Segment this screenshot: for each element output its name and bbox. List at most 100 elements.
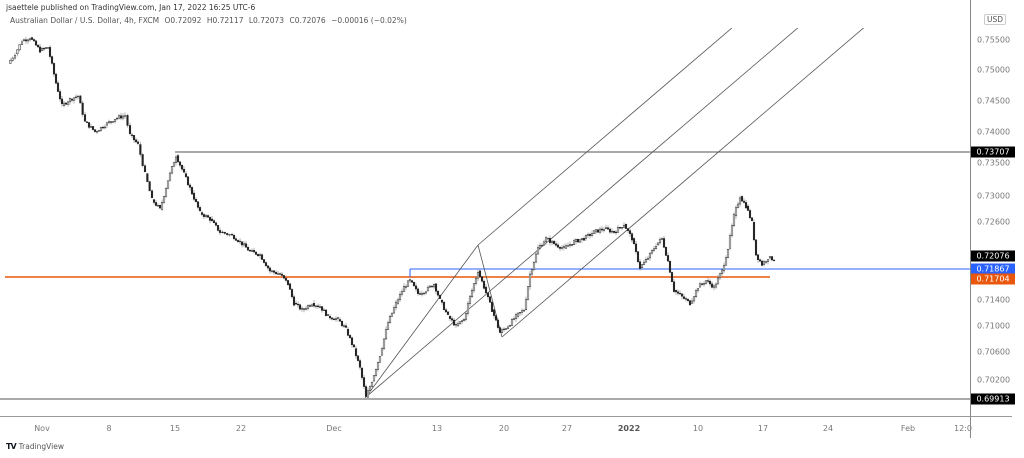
candle-body [700,283,704,285]
candle-body [242,243,246,246]
candle-body [136,141,140,144]
candle-body [620,227,624,229]
candle-body [50,56,54,64]
candle-body [202,214,206,217]
candle-body [660,237,664,240]
candle-body [346,328,350,336]
candle-body [724,257,728,266]
candle-body [536,247,540,255]
candle-body [502,328,506,331]
orange-level-label: 0.71704 [971,273,1015,285]
candle-body [115,117,119,120]
candle-body [364,386,368,397]
candle-body [278,273,282,275]
candle-body [304,308,308,310]
candle-body [83,114,87,122]
candle-body [143,165,147,173]
candle-body [552,240,556,245]
candle-body [276,273,280,275]
candle-body [754,239,758,256]
price-tick: 0.74000 [977,127,1011,137]
candle-body [740,196,744,202]
candle-body [526,286,530,300]
candle-body [478,270,482,277]
candle-body [66,101,70,105]
candle-body [764,261,768,263]
candle-body [692,296,696,302]
candle-body [28,38,32,41]
candle-body [20,41,24,45]
candle-body [76,95,80,98]
candle-body [532,261,536,270]
time-tick: Dec [326,424,342,433]
candle-body [614,231,618,234]
price-chart[interactable] [0,28,970,417]
candle-body [130,134,134,136]
candle-body [648,252,652,259]
candle-body [156,205,160,207]
candle-body [95,131,99,133]
candle-body [402,286,406,292]
candle-body [690,300,694,304]
candle-body [722,264,726,272]
time-tick: 12:0 [954,424,972,433]
candle-body [424,291,428,294]
ohlc-close: C0.72076 [289,16,326,25]
candle-body [334,318,338,321]
price-axis[interactable]: USD 0.75500 0.75000 0.74500 0.74000 0.73500 0… [970,0,1023,417]
candle-body [384,329,388,340]
time-tick: 27 [561,424,573,433]
candle-body [496,319,500,328]
candle-body [320,306,324,311]
candle-body [248,249,252,252]
candle-body [440,299,444,303]
candle-body [240,241,244,246]
candle-body [684,298,688,300]
candle-body [272,270,276,273]
candle-body [432,283,436,288]
candle-body [368,386,372,391]
candle-body [762,261,766,265]
currency-badge[interactable]: USD [984,14,1007,25]
candle-body [400,291,404,295]
last-price-label: 0.72076 [971,250,1015,262]
candle-body [412,281,416,287]
candle-body [448,315,452,319]
price-tick: 0.70600 [977,347,1011,357]
candle-body [726,249,730,258]
price-tick: 0.70200 [977,375,1011,385]
candle-body [460,320,464,322]
price-tick: 0.71400 [977,295,1011,305]
candle-body [606,227,610,230]
time-axis[interactable]: Nov 8 15 22 Dec 13 20 27 2022 10 17 24 Feb 12:0 [0,416,1012,439]
candle-body [712,285,716,288]
candle-body [190,187,194,195]
candle-body [676,291,680,294]
candle-body [462,318,466,322]
candle-body [160,202,164,210]
candle-body [38,46,42,53]
candle-body [32,39,36,42]
candle-body [228,234,231,236]
candle-body [596,229,600,233]
candle-body [612,230,616,233]
candle-body [218,230,222,233]
candle-body [686,299,690,301]
candle-body [85,121,89,123]
candle-body [103,126,107,129]
candle-body [174,156,178,164]
candle-body [328,315,332,319]
candle-body [176,155,180,163]
ohlc-high: H0.72117 [206,16,244,25]
candle-body [642,261,646,265]
candle-body [524,299,528,311]
candle-body [514,314,518,320]
candle-body [710,283,714,288]
candle-body [510,319,514,326]
candle-body [464,313,468,320]
ohlc-open: O0.72092 [164,16,202,25]
candle-body [470,290,474,298]
candle-body [410,280,414,283]
candle-body [184,173,188,178]
candle-body [152,199,156,203]
